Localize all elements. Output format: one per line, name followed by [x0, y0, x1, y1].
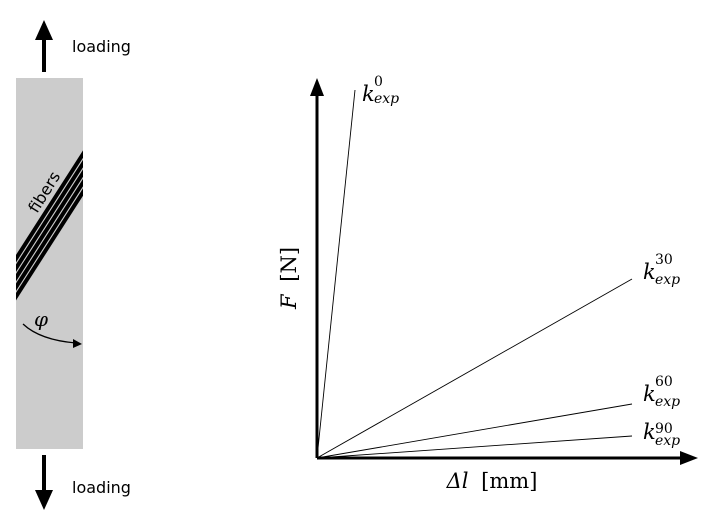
load-arrow-up-icon: [35, 20, 53, 72]
fiber-line: [16, 159, 83, 272]
stiffness-line-30: [316, 278, 633, 459]
x-axis-label: Δl [mm]: [446, 469, 538, 493]
load-label-bottom: loading: [72, 478, 131, 497]
line-label-sub: exp: [374, 91, 399, 107]
line-label-sub: exp: [655, 272, 680, 288]
plot: k 0 exp k 30 exp k 60 exp k 90 exp F [N]: [277, 74, 698, 493]
line-label-base: k: [643, 382, 656, 406]
line-label-90: k 90 exp: [643, 420, 680, 449]
line-label-sup: 0: [374, 74, 383, 90]
y-axis-label: F [N]: [277, 247, 301, 310]
line-label-30: k 30 exp: [643, 252, 680, 288]
svg-text:Δl [mm]: Δl [mm]: [446, 469, 538, 493]
fiber-line: [16, 150, 83, 263]
y-axis-unit: [N]: [277, 247, 301, 282]
fiber-line: [16, 188, 83, 301]
line-label-sup: 90: [655, 421, 673, 437]
line-label-base: k: [643, 260, 656, 284]
stiffness-line-0: [316, 89, 356, 459]
angle-arc: [22, 323, 77, 344]
x-axis-arrowhead-icon: [680, 451, 698, 465]
angle-arrowhead-icon: [73, 339, 82, 348]
y-axis-arrowhead-icon: [310, 78, 324, 96]
line-label-sub: exp: [655, 433, 680, 449]
line-label-base: k: [643, 420, 656, 444]
line-label-base: k: [362, 82, 375, 106]
stiffness-line-60: [316, 403, 633, 459]
fiber-group: [16, 150, 83, 301]
line-label-sub: exp: [655, 394, 680, 410]
line-label-60: k 60 exp: [643, 374, 680, 410]
fiber-line: [16, 178, 83, 291]
line-label-0: k 0 exp: [362, 74, 399, 107]
line-label-sup: 30: [655, 252, 673, 268]
fiber-line: [16, 169, 83, 282]
load-arrow-down-icon: [35, 455, 53, 510]
specimen: loading loading fibers φ: [16, 20, 131, 510]
y-axis-symbol: F: [277, 293, 301, 310]
line-label-sup: 60: [655, 374, 673, 390]
x-axis-symbol: Δl: [446, 469, 469, 493]
angle-symbol: φ: [34, 307, 48, 331]
svg-text:F [N]: F [N]: [277, 247, 301, 310]
load-label-top: loading: [72, 37, 131, 56]
stiffness-line-90: [316, 435, 633, 459]
x-axis-unit: [mm]: [481, 469, 537, 493]
